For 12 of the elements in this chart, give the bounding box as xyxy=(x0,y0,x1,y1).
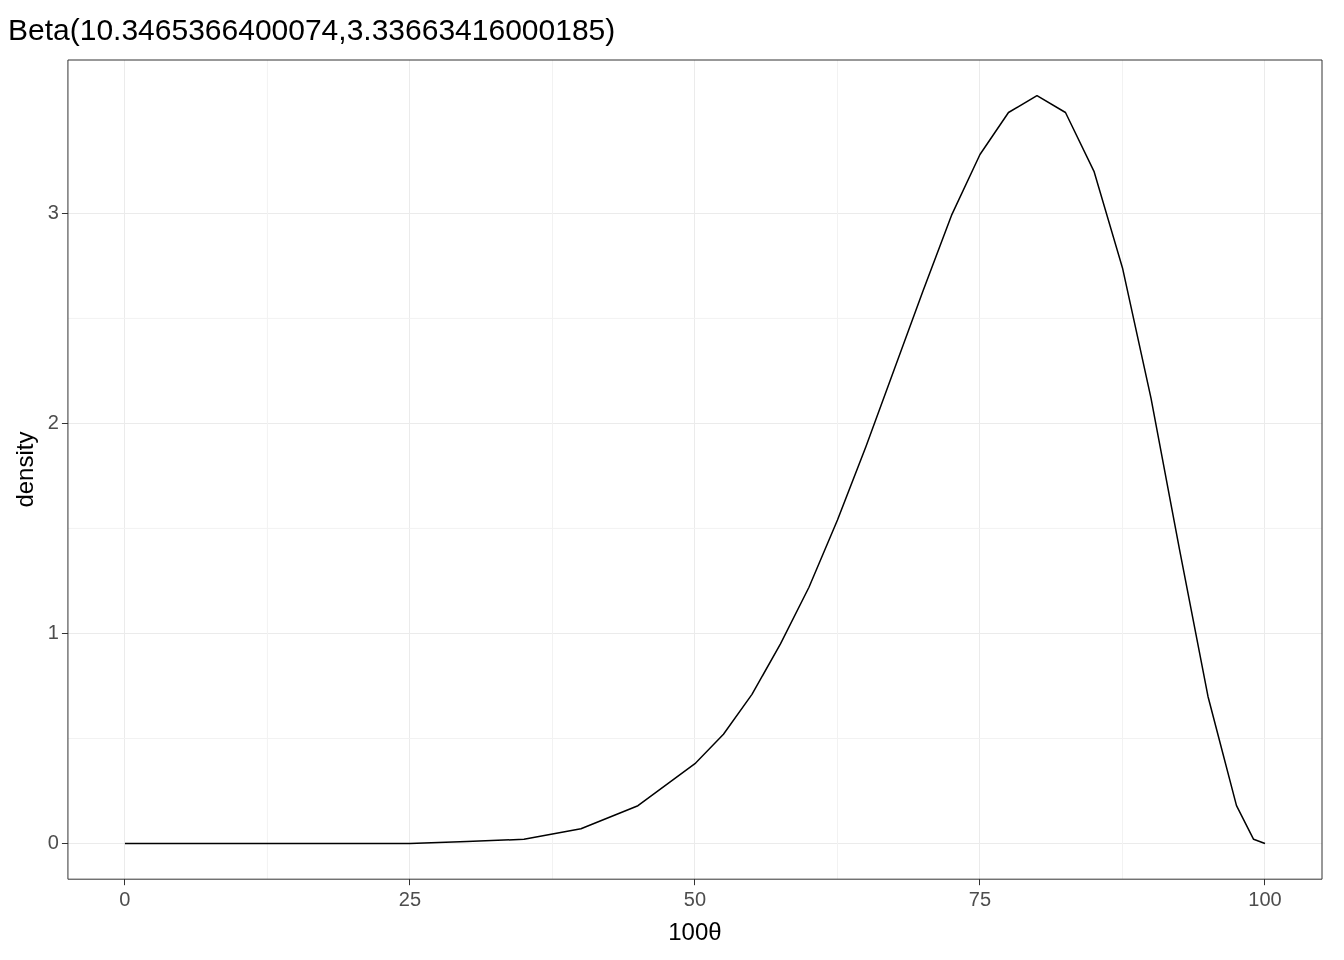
x-tick-label: 75 xyxy=(968,887,992,910)
x-tick-label: 0 xyxy=(119,887,131,910)
x-axis-title: 100θ xyxy=(668,918,722,946)
x-tick-label: 25 xyxy=(398,887,422,910)
y-tick-label: 1 xyxy=(47,620,59,643)
x-tick-label: 100 xyxy=(1248,887,1282,910)
y-tick-label: 0 xyxy=(47,831,59,854)
y-axis-title: density xyxy=(11,431,39,508)
y-tick-label: 2 xyxy=(47,410,59,433)
x-tick-label: 50 xyxy=(683,887,707,910)
chart-title: Beta(10.3465366400074,3.33663416000185) xyxy=(8,13,616,47)
y-tick-label: 3 xyxy=(47,200,59,223)
